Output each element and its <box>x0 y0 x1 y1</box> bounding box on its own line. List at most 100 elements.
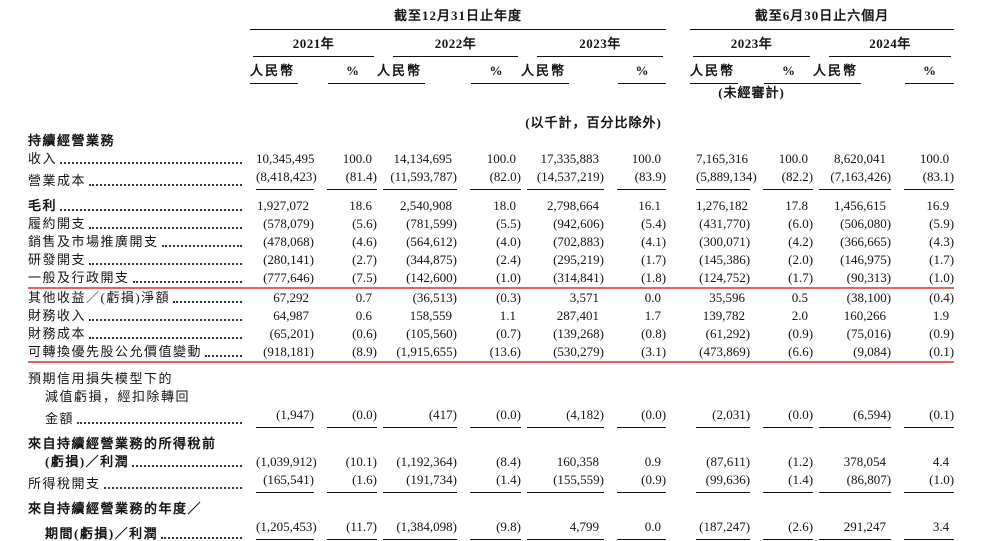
currency-label: 人民幣 <box>690 62 739 84</box>
percent-label: % <box>764 62 814 84</box>
value-cell: (5.9) <box>891 215 954 233</box>
value-text: (7,163,426) <box>819 168 892 190</box>
value-cell: (1.4) <box>457 471 521 493</box>
value-cell: 1.9 <box>891 307 954 325</box>
value-text: (82.0) <box>470 168 521 190</box>
value-text: (2.4) <box>496 252 521 267</box>
value-text: (38,100) <box>846 290 892 305</box>
column-gap <box>666 30 690 57</box>
corner-cell <box>28 102 250 132</box>
value-text: (431,770) <box>699 216 751 231</box>
value-text: (6.6) <box>788 344 814 359</box>
value-text: (1.0) <box>904 471 955 493</box>
value-text: 2,540,908 <box>400 198 452 213</box>
column-gap <box>666 288 690 307</box>
value-cell: 18.0 <box>457 190 521 215</box>
year-label: 2022年 <box>393 35 518 57</box>
value-cell: (0.9) <box>604 471 667 493</box>
value-text: (564,612) <box>406 234 457 249</box>
value-cell: (781,599) <box>377 215 457 233</box>
value-cell: (0.0) <box>604 406 667 428</box>
value-text: (0.0) <box>763 406 814 428</box>
row-label-text: 來自持續經營業務的所得稅前 <box>28 436 217 451</box>
value-text: (295,219) <box>553 252 604 267</box>
value-text: (1,192,364) <box>396 454 457 469</box>
currency-header: 人民幣 <box>521 57 604 84</box>
value-text: 1.9 <box>932 308 950 323</box>
percent-label: % <box>905 62 955 84</box>
value-cell: (7,163,426) <box>813 168 892 190</box>
value-text: (4.3) <box>929 234 955 249</box>
value-cell: (702,883) <box>521 233 604 251</box>
value-text: (777,646) <box>263 270 314 285</box>
value-text: 18.6 <box>349 198 372 213</box>
value-cell: (7.5) <box>314 269 377 289</box>
value-cell: (83.1) <box>891 168 955 190</box>
empty-cell <box>377 102 457 132</box>
value-text: 158,559 <box>409 308 452 323</box>
value-text: (2.7) <box>352 252 377 267</box>
value-cell: (777,646) <box>250 269 314 289</box>
value-text: 3,571 <box>569 290 599 305</box>
currency-header: 人民幣 <box>813 57 891 84</box>
dot-leader <box>161 537 242 539</box>
table-row: 毛利 1,927,072 18.6 2,540,908 18.0 2,798,664 16.… <box>28 190 954 215</box>
value-cell: 8,620,041 <box>813 150 891 168</box>
table-row: 期間(虧損)／利潤 (1,205,453) (11.7) (1,384,098) (9.… <box>28 518 955 541</box>
value-cell: (187,247) <box>690 518 751 541</box>
value-text: 378,054 <box>843 454 887 469</box>
value-text: (8,418,423) <box>256 168 317 190</box>
value-cell: 10,345,495 <box>250 150 315 168</box>
row-label-text: 持續經營業務 <box>28 133 116 148</box>
value-text: 1,276,182 <box>696 198 749 213</box>
value-cell: 17,335,883 <box>521 150 604 168</box>
value-cell: (506,080) <box>813 215 891 233</box>
value-cell: (0.7) <box>457 325 521 343</box>
value-cell: 139,782 <box>690 307 750 325</box>
value-text: (9.8) <box>470 518 521 541</box>
dot-leader <box>132 281 242 283</box>
value-text: (314,841) <box>553 270 604 285</box>
value-cell: (11,593,787) <box>377 168 457 190</box>
row-label: 收入 <box>28 150 250 168</box>
value-text: (506,080) <box>840 216 892 231</box>
value-cell: 17.8 <box>750 190 813 215</box>
column-gap <box>666 518 690 541</box>
value-text: 100.0 <box>342 151 372 166</box>
value-text: (139,268) <box>553 326 604 341</box>
empty-cell <box>250 84 314 102</box>
value-cell: (417) <box>377 406 457 428</box>
unaudited-note: (未經審計) <box>718 85 785 100</box>
value-text: (14,537,219) <box>527 168 604 190</box>
value-text: (0.1) <box>929 344 955 359</box>
value-text: (1,039,912) <box>256 454 317 469</box>
red-annotation-row: 可轉換優先股公允價值變動 (918,181) (8.9) (1,915,655) (13… <box>28 343 955 363</box>
row-label-line: 減值虧損，經扣除轉回 <box>28 388 954 406</box>
value-text: 17.8 <box>785 198 809 213</box>
value-text: (781,599) <box>406 216 457 231</box>
value-text: 2,798,664 <box>547 198 599 213</box>
value-cell: (478,068) <box>250 233 314 251</box>
value-cell: (0.1) <box>891 343 955 363</box>
value-text: 3.4 <box>904 518 955 541</box>
row-label-text: 營業成本 <box>28 173 87 188</box>
table-header: 截至12月31日止年度 截至6月30日止六個月 2021年 2022年 2023年 202… <box>28 6 955 132</box>
value-text: (1.0) <box>929 270 955 285</box>
value-cell: (4.2) <box>750 233 813 251</box>
value-cell: (124,752) <box>690 269 751 289</box>
value-text: 1.7 <box>644 308 662 323</box>
column-gap <box>666 150 690 168</box>
value-cell: 100.0 <box>750 150 813 168</box>
interim-period-label: 截至6月30日止六個月 <box>690 7 955 30</box>
value-text: (417) <box>383 406 457 428</box>
value-text: 7,165,316 <box>696 151 749 166</box>
value-cell: (2.6) <box>750 518 814 541</box>
value-text: (146,975) <box>840 252 892 267</box>
value-text: (2,031) <box>696 406 751 428</box>
units-note: (以千計，百分比除外) <box>525 115 662 130</box>
value-text: 1,927,072 <box>257 198 309 213</box>
value-text: (87,611) <box>706 454 751 469</box>
value-cell: (280,141) <box>250 251 314 269</box>
value-text: (0.0) <box>327 406 377 428</box>
value-cell: (2.7) <box>314 251 377 269</box>
